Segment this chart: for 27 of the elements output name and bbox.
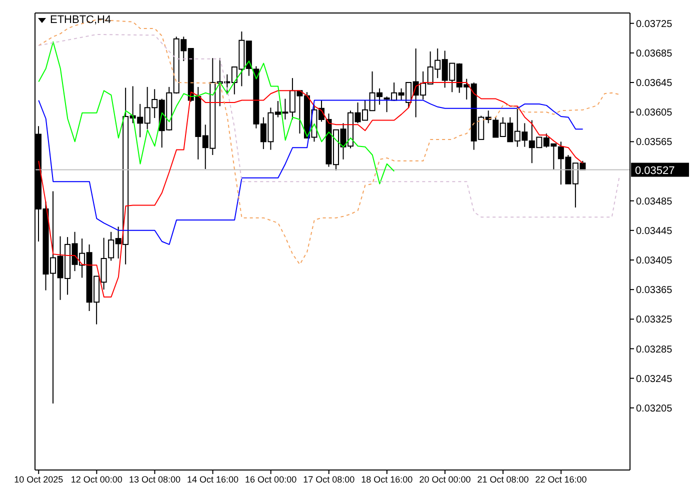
- x-tick-label: 16 Oct 00:00: [245, 474, 297, 484]
- y-tick-label: 0.03445: [636, 226, 673, 237]
- y-tick-label: 0.03365: [636, 285, 673, 296]
- y-tick-label: 0.03605: [636, 108, 673, 119]
- ref-line-label: 0.03527: [635, 164, 675, 177]
- y-tick-label: 0.03645: [636, 78, 673, 90]
- y-tick-label: 0.03245: [636, 374, 673, 385]
- x-tick-label: 12 Oct 00:00: [70, 474, 122, 484]
- y-tick-label: 0.03285: [636, 344, 673, 356]
- x-tick-label: 20 Oct 00:00: [419, 474, 471, 484]
- x-tick-label: 13 Oct 08:00: [128, 474, 180, 484]
- y-tick-label: 0.03325: [636, 314, 673, 326]
- line-series: [38, 41, 395, 184]
- x-tick-label: 22 Oct 16:00: [535, 474, 587, 484]
- y-tick-label: 0.03725: [636, 18, 673, 30]
- y-tick-label: 0.03685: [636, 48, 673, 60]
- x-tick-label: 10 Oct 2025: [14, 474, 64, 484]
- y-tick-label: 0.03485: [636, 196, 673, 208]
- line-series: [38, 34, 620, 218]
- y-tick-label: 0.03405: [636, 256, 673, 267]
- y-tick-label: 0.03565: [636, 137, 673, 148]
- chart-title: ETHBTC,H4: [50, 14, 112, 26]
- x-tick-label: 17 Oct 08:00: [303, 474, 355, 484]
- x-tick-label: 21 Oct 08:00: [477, 474, 529, 484]
- x-tick-label: 18 Oct 16:00: [361, 474, 413, 484]
- y-tick-label: 0.03205: [636, 403, 673, 414]
- x-tick-label: 14 Oct 16:00: [187, 474, 239, 484]
